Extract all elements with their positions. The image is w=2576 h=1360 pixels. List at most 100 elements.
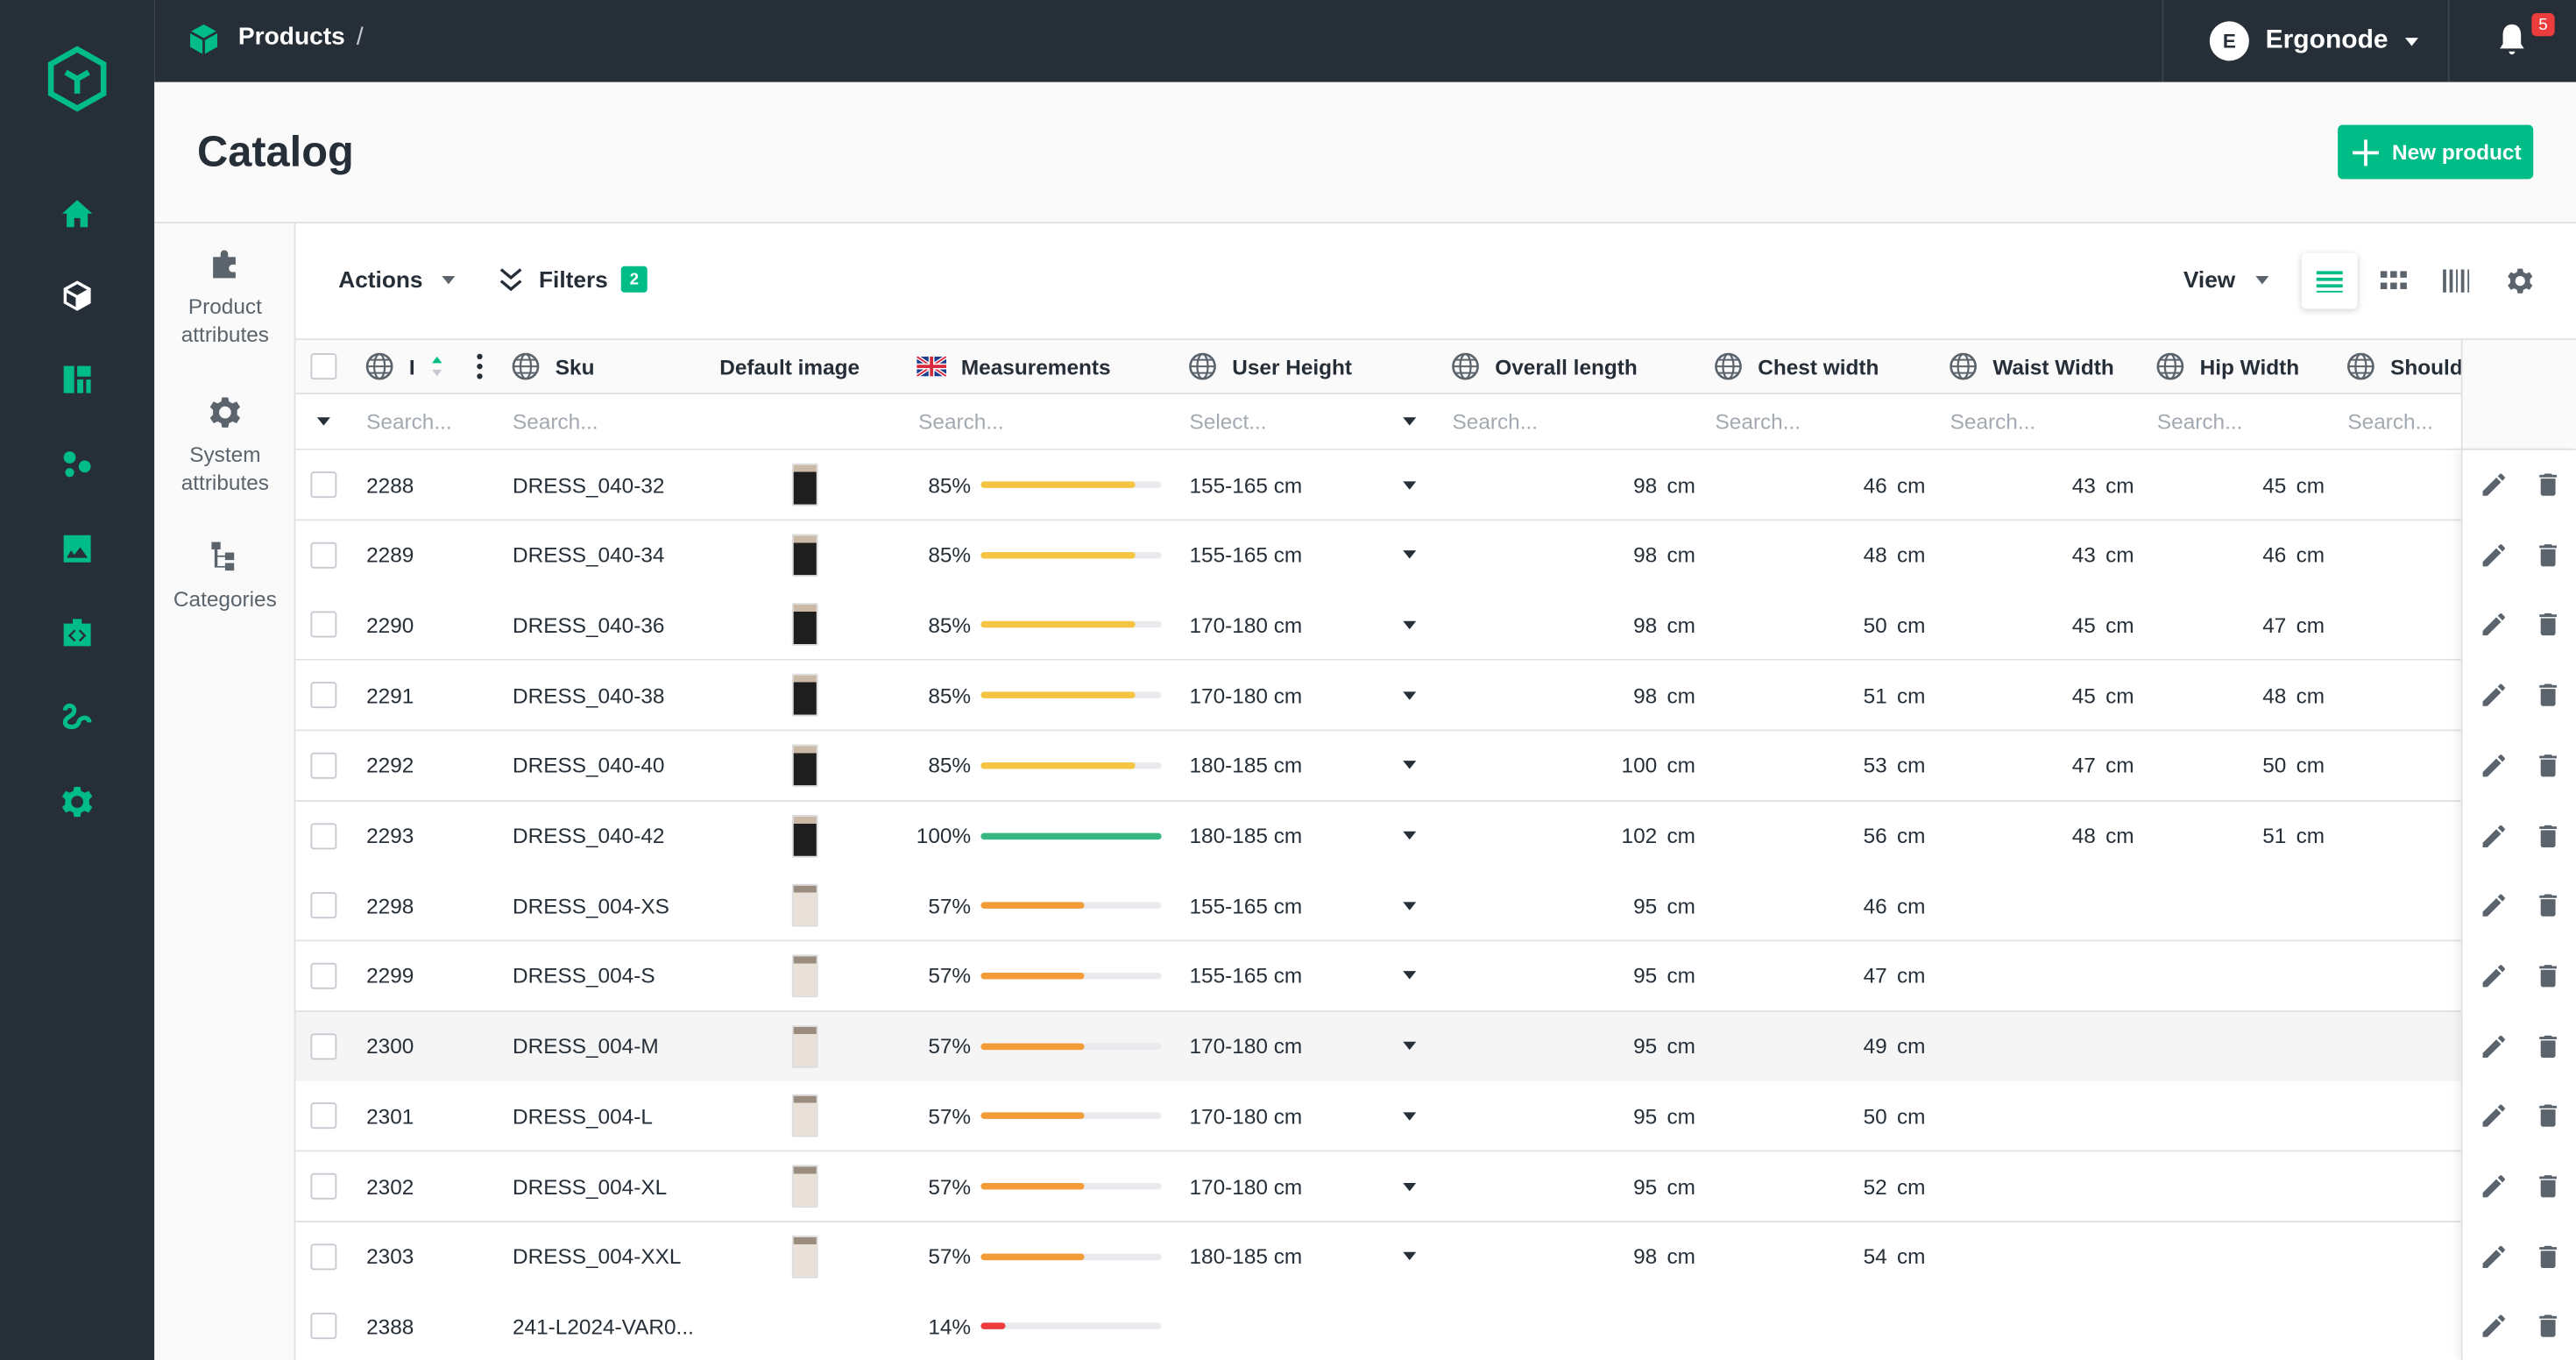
cell-user-height-select[interactable]: 170-180 cm	[1190, 1151, 1420, 1221]
cell-default-image[interactable]	[791, 450, 818, 520]
cell-chest[interactable]: 53 cm	[1716, 731, 1926, 800]
cell-default-image[interactable]	[791, 871, 818, 940]
cell-id[interactable]: 2298	[366, 893, 414, 918]
grid-settings-button[interactable]	[2492, 253, 2548, 309]
table-row[interactable]: 2303 DRESS_004-XXL 57% 180-185 cm 98 cm 54 cm	[295, 1222, 2576, 1293]
table-layout-button[interactable]	[2301, 252, 2358, 309]
filter-shoulder-input[interactable]: Search...	[2347, 408, 2433, 434]
tab-system-attributes[interactable]: System attributes	[154, 394, 295, 496]
row-checkbox[interactable]	[310, 1243, 337, 1270]
column-header-id[interactable]: I	[364, 340, 496, 393]
cell-waist[interactable]: 45 cm	[1950, 591, 2134, 660]
nav-workflow[interactable]	[45, 687, 110, 747]
cell-sku[interactable]: DRESS_004-XL	[513, 1173, 668, 1199]
row-checkbox[interactable]	[310, 822, 337, 849]
cell-default-image[interactable]	[791, 591, 818, 660]
nav-collections[interactable]	[45, 436, 110, 495]
delete-row-button[interactable]	[2533, 961, 2563, 991]
more-vertical-icon[interactable]	[476, 353, 483, 379]
table-row[interactable]: 2299 DRESS_004-S 57% 155-165 cm 95 cm 47 cm	[295, 941, 2576, 1012]
cell-sku[interactable]: DRESS_040-34	[513, 542, 665, 568]
cell-default-image[interactable]	[791, 1151, 818, 1221]
cell-id[interactable]: 2303	[366, 1243, 414, 1269]
edit-row-button[interactable]	[2479, 680, 2509, 710]
cell-sku[interactable]: DRESS_004-S	[513, 963, 655, 988]
filter-waist-width-input[interactable]: Search...	[1950, 408, 2036, 434]
edit-row-button[interactable]	[2479, 891, 2509, 921]
edit-row-button[interactable]	[2479, 540, 2509, 570]
column-layout-button[interactable]	[2428, 253, 2484, 309]
column-header-user-height[interactable]: User Height	[1188, 340, 1352, 393]
cell-length[interactable]: 98 cm	[1453, 521, 1695, 590]
cell-length[interactable]: 98 cm	[1453, 1222, 1695, 1291]
edit-row-button[interactable]	[2479, 821, 2509, 851]
delete-row-button[interactable]	[2533, 470, 2563, 499]
cell-chest[interactable]: 51 cm	[1716, 661, 1926, 730]
column-header-waist-width[interactable]: Waist Width	[1949, 340, 2114, 393]
cell-sku[interactable]: DRESS_040-42	[513, 823, 665, 848]
cell-sku[interactable]: DRESS_040-38	[513, 683, 665, 708]
view-dropdown[interactable]: View	[2183, 266, 2268, 293]
row-checkbox[interactable]	[310, 1032, 337, 1059]
edit-row-button[interactable]	[2479, 750, 2509, 780]
nav-import-export[interactable]	[45, 603, 110, 662]
row-checkbox[interactable]	[310, 682, 337, 709]
cell-user-height-select[interactable]: 170-180 cm	[1190, 1081, 1420, 1151]
cell-user-height-select[interactable]: 170-180 cm	[1190, 1011, 1420, 1080]
table-row[interactable]: 2388 241-L2024-VAR0... 14%	[295, 1292, 2576, 1360]
edit-row-button[interactable]	[2479, 1312, 2509, 1342]
cell-sku[interactable]: DRESS_004-XXL	[513, 1243, 682, 1269]
cell-user-height-select[interactable]: 180-185 cm	[1190, 801, 1420, 870]
cell-id[interactable]: 2290	[366, 613, 414, 638]
cell-id[interactable]: 2291	[366, 683, 414, 708]
cell-length[interactable]: 95 cm	[1453, 1011, 1695, 1080]
filter-chest-width-input[interactable]: Search...	[1715, 408, 1801, 434]
row-checkbox[interactable]	[310, 612, 337, 639]
cell-id[interactable]: 2302	[366, 1173, 414, 1199]
cell-default-image[interactable]	[791, 801, 818, 870]
delete-row-button[interactable]	[2533, 1101, 2563, 1131]
cell-id[interactable]: 2289	[366, 542, 414, 568]
row-checkbox[interactable]	[310, 892, 337, 919]
cell-hip[interactable]: 48 cm	[2157, 661, 2325, 730]
cell-length[interactable]: 95 cm	[1453, 1151, 1695, 1221]
nav-settings[interactable]	[45, 772, 110, 832]
cell-chest[interactable]: 54 cm	[1716, 1222, 1926, 1291]
cell-length[interactable]: 95 cm	[1453, 1081, 1695, 1151]
cell-chest[interactable]: 50 cm	[1716, 1081, 1926, 1151]
cell-chest[interactable]: 56 cm	[1716, 801, 1926, 870]
cell-id[interactable]: 2292	[366, 753, 414, 778]
cell-default-image[interactable]	[791, 521, 818, 590]
cell-waist[interactable]: 48 cm	[1950, 801, 2134, 870]
cell-id[interactable]: 2288	[366, 472, 414, 498]
cell-length[interactable]: 98 cm	[1453, 450, 1695, 520]
cell-id[interactable]: 2388	[366, 1314, 414, 1339]
cell-default-image[interactable]	[791, 1081, 818, 1151]
cell-length[interactable]: 95 cm	[1453, 941, 1695, 1010]
cell-user-height-select[interactable]: 170-180 cm	[1190, 591, 1420, 660]
cell-length[interactable]: 95 cm	[1453, 871, 1695, 940]
filter-sku-input[interactable]: Search...	[513, 408, 598, 434]
breadcrumb-products[interactable]: Products	[237, 23, 345, 52]
filters-toggle[interactable]: Filters 2	[499, 266, 648, 293]
new-product-button[interactable]: New product	[2338, 124, 2534, 180]
cell-sku[interactable]: 241-L2024-VAR0...	[513, 1314, 694, 1339]
table-row[interactable]: 2302 DRESS_004-XL 57% 170-180 cm 95 cm 52 cm	[295, 1151, 2576, 1222]
table-row[interactable]: 2298 DRESS_004-XS 57% 155-165 cm 95 cm 46 cm	[295, 871, 2576, 942]
table-row[interactable]: 2301 DRESS_004-L 57% 170-180 cm 95 cm 50 cm	[295, 1081, 2576, 1152]
cell-id[interactable]: 2301	[366, 1103, 414, 1129]
tab-product-attributes[interactable]: Product attributes	[154, 246, 295, 348]
table-row[interactable]: 2288 DRESS_040-32 85% 155-165 cm 98 cm 46 cm 43 c…	[295, 450, 2576, 521]
delete-row-button[interactable]	[2533, 821, 2563, 851]
cell-sku[interactable]: DRESS_004-XS	[513, 893, 669, 918]
cell-chest[interactable]: 46 cm	[1716, 871, 1926, 940]
cell-user-height-select[interactable]: 155-165 cm	[1190, 941, 1420, 1010]
column-header-measurements[interactable]: Measurements	[916, 340, 1111, 393]
cell-hip[interactable]: 45 cm	[2157, 450, 2325, 520]
cell-chest[interactable]: 46 cm	[1716, 450, 1926, 520]
delete-row-button[interactable]	[2533, 1172, 2563, 1201]
table-row[interactable]: 2293 DRESS_040-42 100% 180-185 cm 102 cm 56 cm 4…	[295, 801, 2576, 872]
row-checkbox[interactable]	[310, 542, 337, 569]
cell-default-image[interactable]	[791, 1011, 818, 1080]
cell-user-height-select[interactable]: 170-180 cm	[1190, 661, 1420, 730]
